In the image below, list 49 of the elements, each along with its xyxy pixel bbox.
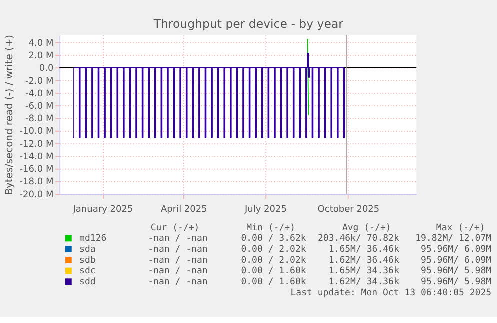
x-tick-label: July 2025 xyxy=(244,204,287,215)
text: Min (-/+) xyxy=(246,223,296,234)
text: 0.00 / 2.02k xyxy=(241,256,307,266)
x-tick-label: April 2025 xyxy=(160,204,208,215)
y-tick-label: -4.0 M xyxy=(26,89,54,100)
text: -nan / -nan xyxy=(148,256,208,266)
text: Last update: Mon Oct 13 06:40:05 2025 xyxy=(290,288,492,298)
text: 0.00 / 2.02k xyxy=(241,245,307,256)
legend-label: sdd xyxy=(80,278,96,288)
text: -nan / -nan xyxy=(148,245,208,256)
text: 0.00 / 1.60k xyxy=(241,278,307,288)
chart-title: Throughput per device - by year xyxy=(152,17,344,32)
text: 1.65M/ 34.36k xyxy=(328,266,400,277)
text: Max (-/+) xyxy=(436,223,486,234)
y-tick-label: -12.0 M xyxy=(20,140,54,150)
text: 95.96M/ 5.98M xyxy=(421,278,492,288)
text: -nan / -nan xyxy=(148,234,208,244)
y-tick-label: -14.0 M xyxy=(20,152,54,162)
x-tick-label: October 2025 xyxy=(318,204,380,215)
y-tick-label: -16.0 M xyxy=(20,165,54,176)
legend-label: md126 xyxy=(80,234,107,244)
legend-label: sda xyxy=(80,245,96,256)
y-tick-label: -10.0 M xyxy=(20,127,54,138)
y-tick-label: -20.0 M xyxy=(20,190,54,200)
text: 95.96M/ 6.09M xyxy=(421,256,492,266)
y-tick-label: 4.0 M xyxy=(28,38,54,49)
y-tick-label: -8.0 M xyxy=(26,114,54,125)
text: Avg (-/+) xyxy=(342,223,392,234)
text: -nan / -nan xyxy=(148,278,208,288)
y-tick-label: -2.0 M xyxy=(26,76,54,87)
text: 1.62M/ 34.36k xyxy=(328,278,400,288)
text: -nan / -nan xyxy=(148,266,208,277)
x-tick-label: January 2025 xyxy=(72,204,134,215)
text: 95.96M/ 5.98M xyxy=(421,266,492,277)
text: 95.96M/ 6.09M xyxy=(421,245,492,256)
y-tick-label: -6.0 M xyxy=(26,102,54,112)
text: 1.65M/ 36.46k xyxy=(328,245,400,256)
y-tick-label: 0.0 xyxy=(39,64,54,74)
text: 0.00 / 1.60k xyxy=(241,266,307,277)
y-tick-label: 2.0 M xyxy=(28,52,54,62)
legend-label: sdc xyxy=(80,266,96,277)
text: 203.46k/ 70.82k xyxy=(318,234,400,244)
y-axis-title: Bytes/second read (-) / write (+) xyxy=(4,34,16,196)
text: 1.62M/ 36.46k xyxy=(328,256,400,266)
text: 19.82M/ 12.07M xyxy=(416,234,492,244)
text: 0.00 / 3.62k xyxy=(241,234,307,244)
legend-label: sdb xyxy=(80,256,96,266)
text: Cur (-/+) xyxy=(150,223,200,234)
y-tick-label: -18.0 M xyxy=(20,178,54,188)
